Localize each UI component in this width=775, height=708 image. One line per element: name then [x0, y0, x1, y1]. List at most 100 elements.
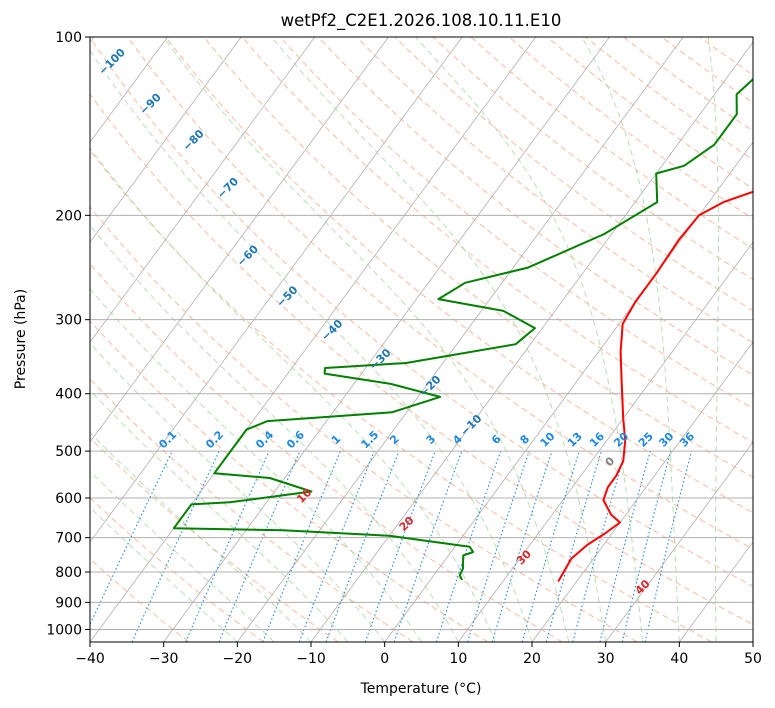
mixing-ratio-line: [90, 450, 173, 626]
isotherm-line: [90, 37, 316, 343]
y-axis-label: Pressure (hPa): [13, 289, 29, 389]
dry-adiabat-line: [90, 320, 488, 642]
y-tick-label: 1000: [46, 622, 82, 638]
dry-adiabat-line: [432, 37, 753, 281]
isotherm-line: [90, 37, 242, 243]
mixing-ratio-label: 0.2: [203, 428, 226, 451]
mixing-ratio-line: [298, 450, 375, 642]
moist-adiabat-line: [90, 288, 422, 642]
dry-adiabat-label: 10: [294, 486, 314, 506]
mixing-ratio-line: [572, 450, 627, 642]
mixing-ratio-line: [599, 450, 651, 642]
mixing-ratio-line: [185, 450, 270, 642]
isotherm-line: [90, 37, 389, 443]
y-tick-label: 800: [55, 565, 82, 581]
isotherm-line: [384, 141, 753, 642]
moist-adiabat-line: [707, 37, 719, 642]
dry-adiabat-line: [90, 206, 638, 642]
mixing-ratio-line: [644, 450, 693, 642]
x-tick-label: 20: [523, 651, 541, 667]
dry-adiabat-line: [547, 37, 753, 190]
isotherm-line: [531, 341, 753, 642]
mixing-ratio-label: 10: [538, 429, 558, 449]
y-tick-label: 700: [55, 531, 82, 547]
moist-adiabat-line: [271, 37, 607, 642]
mixing-ratio-line: [364, 450, 436, 642]
dry-adiabat-line: [90, 378, 414, 642]
moist-adiabat-label: −10: [458, 412, 485, 439]
dry-adiabat-line: [90, 497, 264, 642]
dry-adiabat-label: 40: [633, 577, 653, 597]
y-axis: 100 200 300 400 500 600 700 800 900 1000: [46, 30, 90, 638]
plot-frame: [89, 36, 754, 643]
moist-adiabat-line: [90, 224, 459, 642]
x-tick-label: −20: [223, 651, 253, 667]
moist-adiabat-line: [90, 470, 275, 642]
dry-adiabat-line: [90, 149, 712, 642]
isotherm-line: [752, 641, 753, 642]
mixing-ratio-line: [621, 450, 672, 642]
isotherm-line: [90, 37, 463, 543]
y-tick-label: 100: [55, 30, 82, 46]
moist-adiabat-line: [90, 431, 312, 642]
dry-adiabat-line: [90, 263, 563, 642]
mixing-ratio-label: 1.5: [358, 428, 381, 451]
moist-adiabat-line: [90, 49, 533, 642]
dry-adiabat-line: [508, 37, 753, 220]
y-tick-label: 200: [55, 208, 82, 224]
x-tick-label: 50: [744, 651, 762, 667]
mixing-ratio-line: [393, 450, 463, 642]
dry-adiabat-line: [127, 37, 753, 550]
x-tick-label: −30: [149, 651, 179, 667]
y-tick-label: 500: [55, 444, 82, 460]
dry-adiabat-line: [90, 37, 753, 587]
mixing-ratio-label: 2: [387, 432, 402, 447]
moist-adiabat-line: [90, 506, 238, 642]
moist-adiabat-line: [162, 37, 570, 642]
mixing-ratio-label: 25: [636, 430, 656, 450]
y-tick-label: 600: [55, 491, 82, 507]
moist-adiabat-line: [90, 389, 349, 642]
dry-adiabat-line: [165, 37, 753, 514]
y-tick-label: 900: [55, 595, 82, 611]
dry-adiabat-line: [623, 37, 753, 132]
x-tick-label: 30: [597, 651, 615, 667]
mixing-ratio-line: [466, 450, 530, 642]
dry-adiabat-line: [356, 37, 753, 344]
isotherm-line: [310, 41, 753, 642]
mixing-ratio-label: 0.6: [284, 428, 307, 451]
x-tick-label: 0: [380, 651, 389, 667]
dry-adiabat-line: [699, 37, 753, 76]
moist-adiabat-line: [581, 37, 680, 642]
zero-isotherm-label: 0: [603, 454, 618, 469]
isotherm-line: [163, 37, 610, 642]
dry-adiabat-line: [90, 437, 339, 642]
moist-adiabat-label: −30: [367, 346, 394, 373]
mixing-ratio-line: [262, 450, 342, 642]
moist-adiabat-line: [752, 605, 753, 642]
isotherm-line: [605, 441, 753, 642]
moist-adiabat-line: [415, 37, 643, 642]
moist-adiabat-label: −100: [96, 46, 128, 78]
dry-adiabat-line: [661, 37, 753, 104]
dry-adiabat-line: [90, 93, 753, 626]
x-tick-label: 10: [449, 651, 467, 667]
x-tick-label: 40: [670, 651, 688, 667]
mixing-ratio-line: [325, 450, 400, 642]
dry-adiabat-line: [279, 37, 753, 410]
mixing-ratio-label: 36: [677, 429, 697, 449]
moist-adiabat-label: −60: [234, 242, 261, 269]
temperature-profile-line: [557, 190, 753, 583]
mixing-ratio-line: [435, 450, 502, 642]
x-axis-label: Temperature (°C): [360, 681, 482, 697]
mixing-ratio-label: 20: [611, 429, 631, 449]
background-lines: [90, 37, 753, 642]
x-tick-label: −40: [75, 651, 105, 667]
moist-adiabat-label: −80: [180, 127, 207, 154]
dry-adiabat-label: 30: [514, 547, 534, 567]
mixing-ratio-label: 30: [656, 429, 676, 449]
mixing-ratio-label: 3: [424, 432, 439, 447]
x-tick-label: −10: [296, 651, 326, 667]
y-tick-label: 400: [55, 387, 82, 403]
